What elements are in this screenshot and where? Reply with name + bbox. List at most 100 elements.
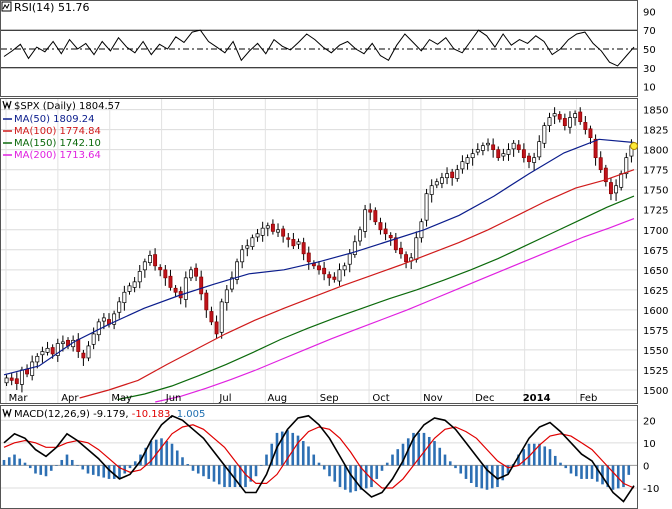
ma-line-ma100 <box>79 169 635 399</box>
candle-body <box>183 277 188 300</box>
candle-body <box>583 122 588 130</box>
candle-body <box>4 377 9 384</box>
candle-body <box>532 157 537 163</box>
candle-body <box>578 111 583 122</box>
candle-body <box>35 355 40 363</box>
macd-header: MACD(12,26,9) -9.179, -10.183, 1.005 <box>2 408 205 420</box>
macd-histogram-bar <box>244 465 247 488</box>
macd-histogram-bar <box>49 465 53 471</box>
price-tick-label: 1850 <box>643 106 668 117</box>
candle-body <box>132 281 137 288</box>
price-tick-label: 1575 <box>643 326 668 337</box>
candle-body <box>142 261 147 271</box>
macd-histogram-bar <box>616 465 620 489</box>
month-tick-label: Apr <box>61 393 79 404</box>
candle-body <box>547 117 552 126</box>
macd-histogram-bar <box>364 465 368 489</box>
candle-body <box>347 253 352 265</box>
candle-body <box>455 169 460 179</box>
macd-histogram-bar <box>490 465 494 489</box>
candle-body <box>470 153 475 159</box>
candle-body <box>240 249 245 263</box>
macd-line <box>3 414 635 503</box>
macd-histogram-bar <box>202 465 205 477</box>
candle-body <box>598 157 603 171</box>
macd-histogram-bar <box>412 432 415 466</box>
macd-histogram-bar <box>354 465 358 492</box>
month-tick-label: Aug <box>268 393 288 404</box>
macd-label: MACD(12,26,9) -9.179 <box>14 409 125 420</box>
macd-histogram-bar <box>548 449 552 466</box>
macd-histogram-bar <box>590 465 594 479</box>
macd-histogram-bar <box>338 465 342 488</box>
macd-histogram-bar <box>2 459 6 466</box>
price-tick-label: 1700 <box>643 226 668 237</box>
rsi-tick-label: 30 <box>643 64 656 75</box>
macd-histogram-bar <box>569 465 573 474</box>
candle-body <box>562 118 567 126</box>
candle-body <box>194 267 199 277</box>
legend-ma100: MA(100) 1774.84 <box>14 126 101 137</box>
candle-body <box>163 269 168 279</box>
candle-body <box>475 149 480 153</box>
candle-body <box>363 209 368 232</box>
candle-body <box>40 351 45 356</box>
macd-histogram-bar <box>265 454 268 466</box>
candle-body <box>235 261 239 280</box>
macd-histogram-bar <box>396 449 400 466</box>
candle-body <box>486 142 490 146</box>
candle-body <box>424 193 429 221</box>
price-tick-label: 1800 <box>643 146 668 157</box>
legend-ma200: MA(200) 1713.64 <box>14 150 101 161</box>
macd-histogram-bar <box>28 465 32 469</box>
macd-histogram-bar <box>480 465 484 489</box>
price-tick-label: 1500 <box>643 386 668 397</box>
candle-body <box>619 173 624 188</box>
macd-histogram-bar <box>91 465 95 475</box>
macd-histogram-bar <box>580 465 583 479</box>
rsi-layer <box>1 29 637 69</box>
price-tick-label: 1625 <box>643 286 668 297</box>
price-tick-label: 1775 <box>643 166 668 177</box>
month-tick-label: Dec <box>475 393 494 404</box>
candle-body <box>204 292 209 311</box>
macd-histogram-bar <box>102 465 106 478</box>
macd-histogram-bar <box>553 455 557 466</box>
ma-line-ma200 <box>155 218 635 403</box>
candle-body <box>460 161 465 170</box>
candle-body <box>291 239 296 247</box>
macd-layer <box>2 414 635 503</box>
macd-histogram-bar <box>86 465 90 474</box>
macd-histogram-bar <box>81 465 85 470</box>
macd-histogram-bar <box>443 454 447 466</box>
macd-histogram-bar <box>254 465 258 477</box>
candle-body <box>352 241 357 255</box>
macd-histogram-bar <box>454 465 457 469</box>
rsi-tick-label: 10 <box>643 83 656 94</box>
macd-histogram-bar <box>34 465 37 474</box>
macd-histogram-bar <box>128 465 132 469</box>
ma-line-ma150 <box>117 195 635 401</box>
candle-body <box>229 277 234 290</box>
candle-body <box>506 149 511 155</box>
macd-histogram-bar <box>223 465 226 488</box>
legend-price: $SPX (Daily) 1804.57 <box>14 101 120 112</box>
macd-histogram-bar <box>459 465 463 474</box>
candle-body <box>189 269 193 279</box>
macd-histogram-bar <box>611 465 615 490</box>
macd-histogram-bar <box>433 441 436 466</box>
rsi-title: RSI(14) 51.76 <box>14 1 89 14</box>
macd-tick-label: 10 <box>643 439 656 450</box>
candle-body <box>101 317 106 322</box>
candle-body <box>465 157 470 164</box>
candle-body <box>127 285 132 292</box>
macd-histogram-bar <box>107 465 111 479</box>
candle-body <box>45 347 50 353</box>
price-tick-label: 1750 <box>643 186 668 197</box>
price-tick-label: 1550 <box>643 346 668 357</box>
macd-histogram-bar <box>349 465 352 493</box>
macd-histogram-bar <box>170 443 174 466</box>
macd-histogram-bar <box>249 465 253 482</box>
candle-body <box>624 157 629 175</box>
candle-body <box>122 291 127 304</box>
